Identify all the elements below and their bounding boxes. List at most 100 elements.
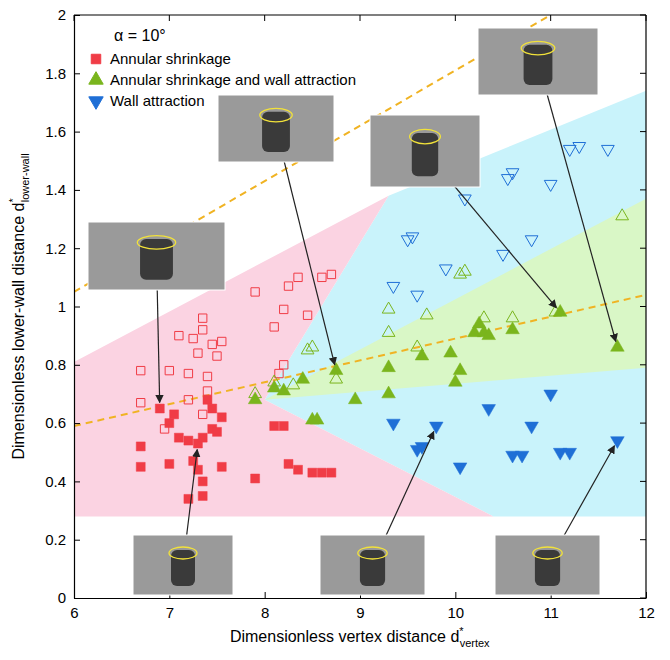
x-axis: 6789101112 — [70, 592, 655, 621]
chart: 678910111200.20.40.60.811.21.41.61.82α =… — [0, 0, 670, 660]
tick-mark — [74, 540, 80, 541]
point — [136, 442, 145, 451]
series — [249, 209, 629, 398]
point — [184, 396, 192, 404]
point — [515, 451, 529, 463]
point — [303, 311, 311, 319]
inset-highlight — [533, 547, 562, 559]
tick-mark — [74, 307, 80, 308]
axis-title-text: Dimensionless lower-wall distance d — [10, 203, 27, 460]
series — [137, 270, 336, 433]
tick: 0.4 — [45, 473, 80, 490]
point — [194, 349, 202, 357]
tick-label: 2 — [58, 6, 66, 23]
inset-photo — [478, 28, 598, 95]
tick: 7 — [166, 592, 174, 621]
point — [327, 468, 336, 477]
point — [160, 425, 168, 433]
axis-line — [75, 598, 647, 599]
point — [330, 372, 343, 383]
arrow — [276, 129, 335, 365]
tick-mark — [646, 15, 647, 21]
point — [294, 465, 303, 474]
point — [137, 399, 145, 407]
legend-label: Wall attraction — [110, 92, 204, 109]
tick-mark — [74, 73, 80, 74]
inset-highlight — [169, 547, 197, 559]
tick-mark — [74, 423, 80, 424]
point — [415, 442, 429, 454]
point — [453, 363, 467, 375]
tick-label: 0.4 — [45, 473, 66, 490]
point — [382, 302, 395, 313]
point — [602, 145, 615, 156]
annotation: α = 10° — [114, 27, 166, 44]
point — [459, 264, 472, 275]
tick-mark — [550, 15, 551, 21]
tick-mark — [74, 365, 80, 366]
point — [165, 419, 174, 428]
tick-mark — [640, 248, 646, 249]
tick: 9 — [356, 592, 364, 621]
tick-mark — [74, 598, 80, 599]
point — [198, 492, 207, 501]
tick-mark — [640, 306, 646, 307]
inset-photo — [88, 222, 225, 290]
tick-label: 8 — [261, 604, 269, 621]
point — [170, 410, 179, 419]
axis-title-text: Dimensionless vertex distance d — [230, 628, 459, 645]
point — [203, 372, 211, 380]
tick-mark — [640, 481, 646, 482]
tick: 1.8 — [45, 65, 80, 82]
tick-mark — [455, 592, 456, 598]
point — [482, 328, 496, 340]
tick-label: 12 — [638, 604, 655, 621]
tick-mark — [360, 15, 361, 21]
tick-label: 11 — [543, 604, 559, 621]
point — [213, 427, 222, 436]
point — [482, 405, 496, 417]
point — [155, 404, 164, 413]
point — [348, 392, 362, 404]
point — [453, 463, 467, 475]
point — [268, 375, 281, 386]
tick-mark — [264, 15, 265, 21]
point — [525, 422, 539, 434]
inset-shade — [412, 133, 438, 176]
tick: 0 — [58, 589, 80, 606]
inset-shade — [140, 239, 173, 280]
point — [420, 308, 433, 319]
point — [218, 337, 226, 345]
point — [287, 378, 300, 389]
inset-shade — [360, 550, 385, 586]
tick-label: 0.8 — [45, 356, 66, 373]
point — [401, 236, 414, 247]
point — [275, 369, 283, 377]
arrow — [538, 62, 616, 342]
insets — [88, 28, 616, 595]
point — [280, 305, 288, 313]
inset-highlight — [521, 41, 555, 54]
data-layer — [74, 15, 646, 516]
point — [189, 334, 197, 342]
tick-mark — [640, 189, 646, 190]
inset-shade — [171, 550, 195, 586]
tick-mark — [640, 423, 646, 424]
point — [411, 291, 424, 302]
point — [382, 325, 395, 336]
point — [611, 437, 625, 449]
point — [217, 413, 226, 422]
point — [411, 340, 424, 351]
inset-shade — [535, 550, 560, 586]
y-axis: 00.20.40.60.811.21.41.61.82 — [45, 6, 80, 606]
tick-label: 0.2 — [45, 531, 66, 548]
point — [184, 369, 192, 377]
tick-mark — [265, 592, 266, 598]
point — [382, 360, 396, 372]
tick: 0.2 — [45, 531, 80, 548]
point — [165, 459, 174, 468]
point — [563, 448, 577, 460]
tick: 1.2 — [45, 240, 80, 257]
point — [203, 395, 212, 404]
point — [506, 322, 520, 334]
